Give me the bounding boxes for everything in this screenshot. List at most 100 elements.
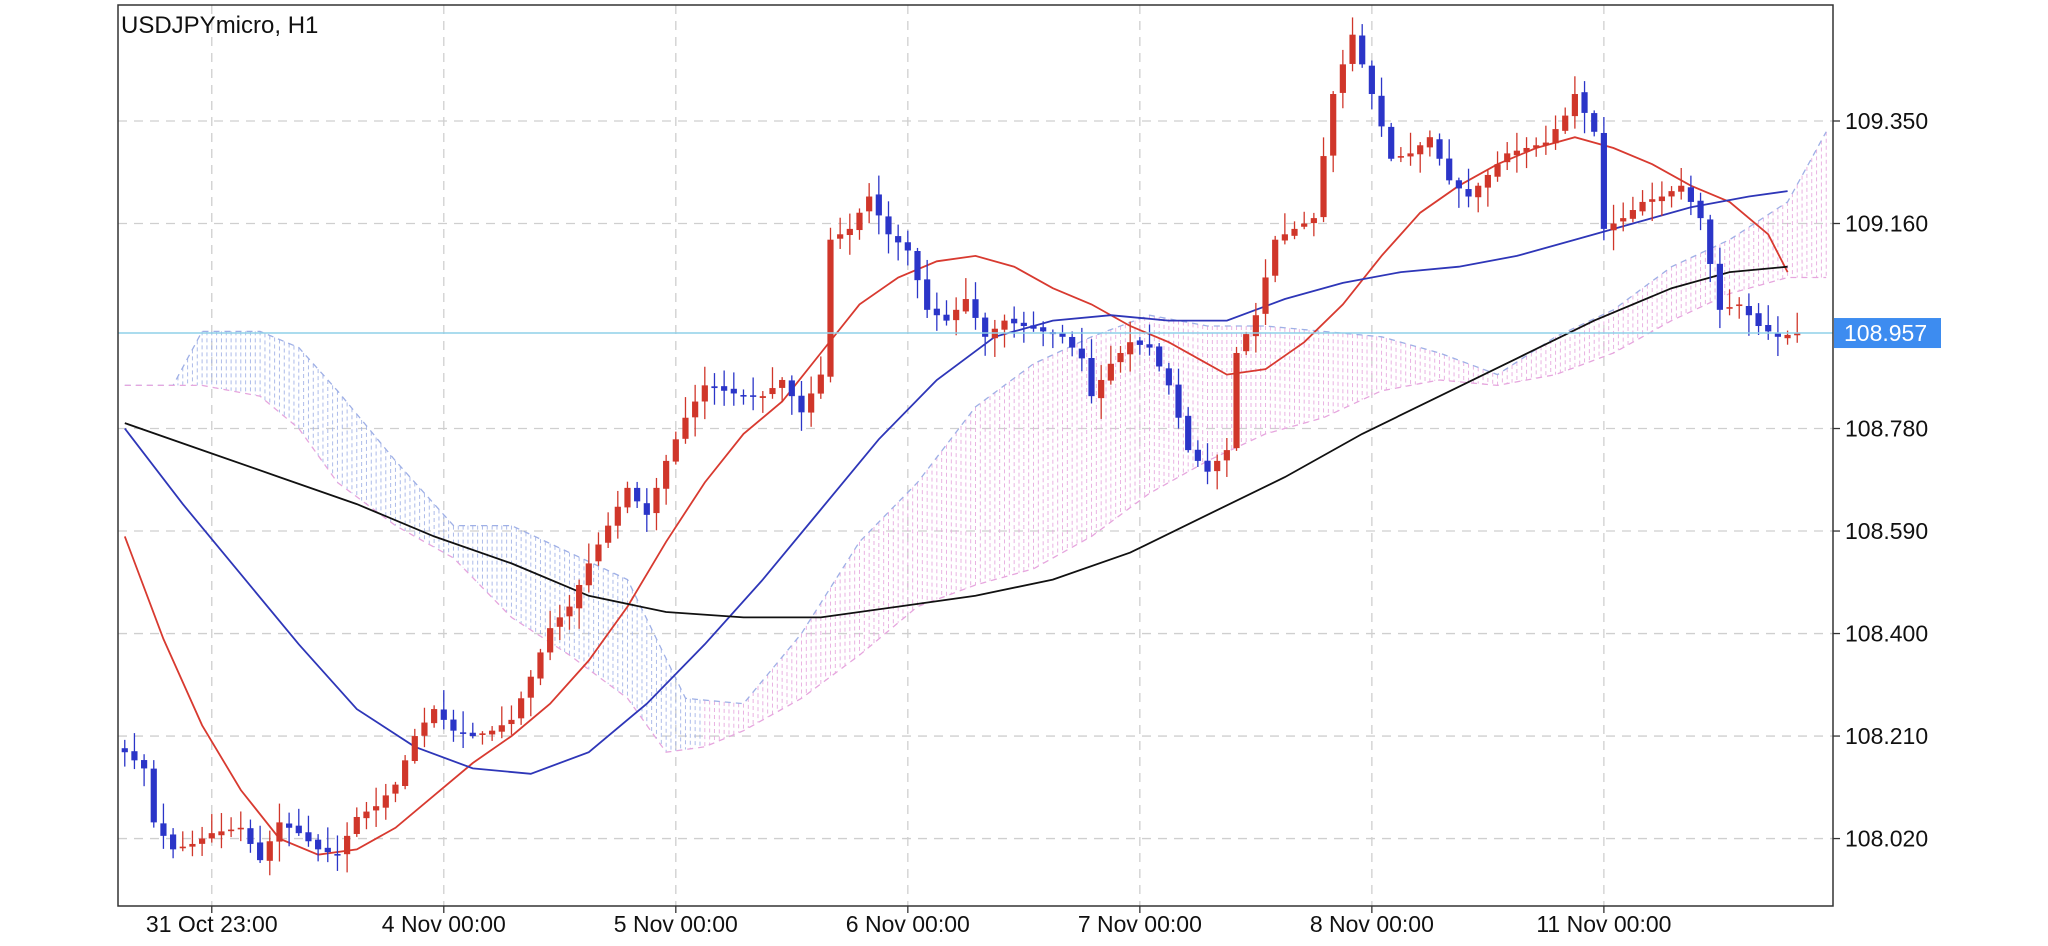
candle-bull — [614, 506, 621, 526]
y-tick-label: 108.020 — [1845, 826, 1928, 852]
candle-bear — [324, 847, 331, 853]
candle-bear — [315, 839, 322, 850]
candle-bear — [1011, 318, 1018, 324]
candle-bull — [1339, 64, 1346, 93]
candle-bull — [866, 196, 873, 212]
candle-bull — [1726, 307, 1733, 309]
chart-title: USDJPYmicro, H1 — [121, 12, 318, 39]
candle-bull — [1513, 150, 1520, 156]
candle-bull — [1233, 352, 1240, 449]
candle-bear — [1156, 346, 1163, 367]
candle-bull — [1649, 199, 1656, 202]
candle-bull — [769, 388, 776, 395]
candle-bull — [1504, 153, 1511, 163]
candle-bull — [759, 396, 766, 398]
candle-bull — [382, 795, 389, 808]
candle-bull — [208, 833, 215, 839]
candle-bull — [1658, 196, 1665, 202]
candle-bull — [837, 234, 844, 239]
candle-bear — [1774, 333, 1781, 337]
candle-bull — [1533, 145, 1540, 148]
candle-bull — [1494, 164, 1501, 177]
candle-bull — [682, 417, 689, 439]
candle-bull — [585, 563, 592, 586]
candle-bull — [237, 827, 244, 830]
x-tick-label: 5 Nov 00:00 — [614, 911, 738, 937]
candle-bull — [518, 698, 525, 719]
candlestick-series — [121, 17, 1801, 876]
chart-grid — [118, 5, 1833, 906]
candle-bear — [798, 395, 805, 413]
candle-bull — [547, 628, 554, 653]
candle-bull — [1127, 342, 1134, 355]
candle-bull — [1310, 218, 1317, 224]
candle-bull — [779, 379, 786, 388]
candle-bear — [1446, 158, 1453, 181]
plot-frame — [117, 4, 1834, 907]
candle-bull — [1262, 277, 1269, 314]
candle-bear — [875, 194, 882, 216]
candle-bear — [1455, 180, 1462, 189]
candle-bear — [1591, 113, 1598, 132]
candle-bear — [334, 854, 341, 856]
x-tick-label: 4 Nov 00:00 — [382, 911, 506, 937]
chart-axes: 109.350 109.160 108.780 108.590 108.400 108.2… — [117, 4, 1928, 937]
x-tick-label: 31 Oct 23:00 — [146, 911, 278, 937]
candle-bear — [1581, 92, 1588, 113]
candle-bull — [605, 525, 612, 543]
candle-bear — [634, 487, 641, 502]
ma-line-2 — [124, 190, 1788, 775]
candle-bull — [576, 584, 583, 609]
candle-bull — [1523, 147, 1530, 152]
candle-bear — [1078, 348, 1085, 359]
candle-bull — [1117, 352, 1124, 363]
candle-bear — [1146, 344, 1153, 348]
candle-bull — [1252, 315, 1259, 337]
candle-bear — [160, 823, 167, 836]
candle-bull — [962, 299, 969, 312]
candle-bear — [943, 314, 950, 321]
candle-bull — [808, 393, 815, 413]
candle-bull — [1281, 234, 1288, 241]
candle-bull — [344, 835, 351, 855]
candle-bear — [1088, 358, 1095, 397]
candle-bull — [489, 730, 496, 735]
candle-bull — [1107, 363, 1114, 381]
candle-bull — [266, 841, 273, 861]
candle-bear — [295, 825, 302, 834]
candle-bull — [392, 784, 399, 794]
candle-bull — [1552, 129, 1559, 144]
candle-bull — [1320, 156, 1327, 218]
y-tick-label: 108.210 — [1845, 723, 1928, 749]
candle-bull — [411, 736, 418, 762]
candle-bear — [1059, 332, 1066, 337]
y-tick-label: 108.400 — [1845, 621, 1928, 647]
candle-bear — [440, 709, 447, 720]
candle-bull — [1484, 174, 1491, 188]
candle-bear — [170, 834, 177, 850]
price-tag — [1834, 318, 1941, 349]
candle-bull — [508, 719, 515, 725]
candle-bear — [1368, 65, 1375, 95]
candle-bull — [1571, 94, 1578, 117]
current-price-line: 108.957 — [118, 318, 1941, 349]
candle-bull — [373, 806, 380, 811]
candle-bear — [1716, 263, 1723, 310]
candle-bull — [1426, 137, 1433, 148]
candle-bull — [953, 309, 960, 321]
candle-bull — [1243, 334, 1250, 352]
candle-bull — [1098, 379, 1105, 399]
candle-bear — [247, 828, 254, 844]
candle-bull — [1678, 185, 1685, 192]
candle-bull — [1639, 201, 1646, 212]
candle-bull — [1223, 450, 1230, 461]
candle-bull — [479, 733, 486, 735]
candle-bear — [1465, 189, 1472, 197]
candle-bull — [1475, 185, 1482, 198]
candle-bear — [121, 748, 128, 753]
candle-bear — [469, 732, 476, 737]
candle-bull — [179, 846, 186, 849]
candle-bear — [895, 236, 902, 243]
candle-bull — [1629, 210, 1636, 219]
